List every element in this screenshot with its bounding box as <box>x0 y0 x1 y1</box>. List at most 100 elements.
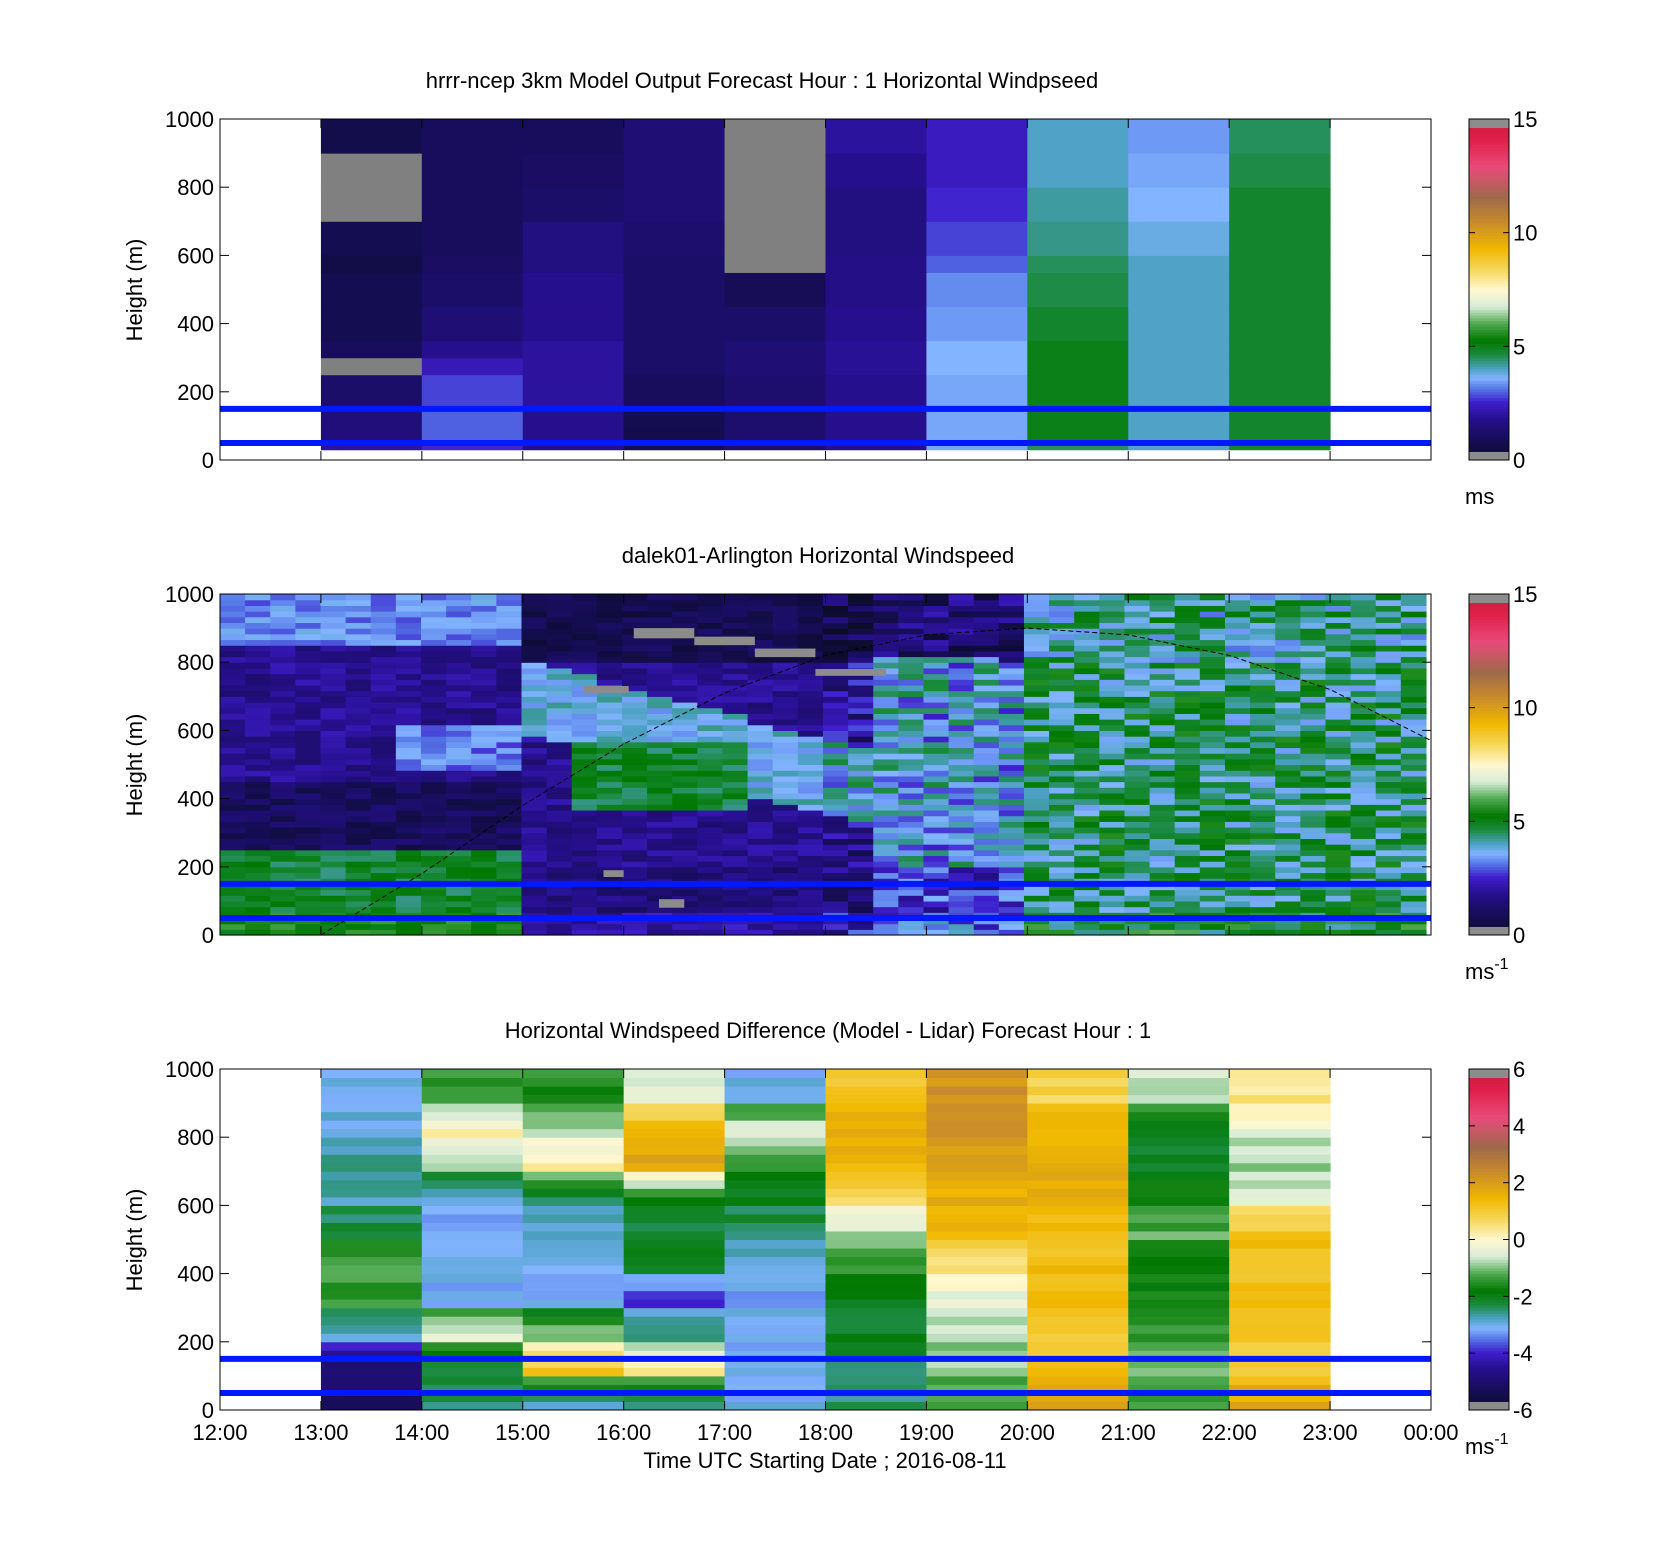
heatmap-cell <box>998 781 1025 788</box>
heatmap-cell <box>1300 923 1327 930</box>
heatmap-cell <box>1124 753 1151 760</box>
colorbar-swatch <box>1469 1250 1509 1255</box>
heatmap-cell <box>724 1069 826 1079</box>
heatmap-cell <box>420 815 447 822</box>
heatmap-cell <box>848 861 874 868</box>
heatmap-cell <box>395 917 422 925</box>
heatmap-cell <box>697 787 724 794</box>
heatmap-cell <box>1375 895 1402 902</box>
heatmap-cell <box>521 645 548 652</box>
heatmap-cell <box>220 753 246 760</box>
colorbar-swatch <box>1469 184 1509 188</box>
heatmap-cell <box>623 1103 726 1113</box>
heatmap-cell <box>898 917 925 925</box>
colorbar-swatch <box>1469 858 1509 862</box>
heatmap-cell <box>471 900 497 908</box>
heatmap-cell <box>320 775 347 783</box>
heatmap-cell <box>1199 616 1226 624</box>
heatmap-cell <box>797 633 824 641</box>
colorbar-swatch <box>1469 1100 1509 1104</box>
heatmap-cell <box>1275 736 1301 743</box>
heatmap-cell <box>747 787 774 794</box>
heatmap-cell <box>1400 787 1427 794</box>
heatmap-cell <box>370 662 397 669</box>
heatmap-cell <box>522 340 625 359</box>
heatmap-cell <box>722 895 749 902</box>
heatmap-cell <box>1074 889 1100 896</box>
colorbar-swatch <box>1469 1341 1509 1346</box>
heatmap-cell <box>998 611 1025 618</box>
heatmap-cell <box>446 650 472 658</box>
colorbar-swatch <box>1469 346 1509 350</box>
heatmap-cell <box>898 792 925 800</box>
heatmap-cell <box>724 1077 826 1087</box>
heatmap-cell <box>521 736 548 743</box>
colorbar-swatch <box>1469 408 1509 413</box>
heatmap-cell <box>1074 923 1100 930</box>
colorbar-swatch <box>1469 1151 1509 1155</box>
heatmap-cell <box>822 764 849 771</box>
heatmap-cell <box>1074 883 1100 891</box>
heatmap-cell <box>1124 747 1151 754</box>
heatmap-cell <box>1400 906 1427 913</box>
heatmap-cell <box>898 758 925 766</box>
heatmap-cell <box>220 895 246 902</box>
heatmap-cell <box>1049 770 1075 777</box>
colorbar-swatch <box>1469 1304 1509 1309</box>
heatmap-cell <box>724 1094 826 1104</box>
heatmap-cell <box>1224 628 1251 635</box>
heatmap-cell <box>825 1077 927 1087</box>
heatmap-cell <box>320 804 347 811</box>
heatmap-cell <box>772 815 799 822</box>
heatmap-cell <box>496 673 523 680</box>
colorbar-swatch <box>1469 326 1509 330</box>
heatmap-cell <box>420 599 447 606</box>
heatmap-cell <box>420 844 447 851</box>
heatmap-cell <box>596 770 623 777</box>
heatmap-cell <box>772 645 799 652</box>
heatmap-cell <box>973 696 1000 703</box>
heatmap-cell <box>822 895 849 902</box>
heatmap-cell <box>1049 622 1075 629</box>
heatmap-cell <box>822 929 849 936</box>
heatmap-cell <box>1350 611 1377 618</box>
heatmap-cell <box>1023 656 1050 663</box>
heatmap-cell <box>948 792 975 800</box>
heatmap-cell <box>446 645 472 652</box>
colorbar-swatch <box>1469 645 1509 649</box>
heatmap-cell <box>722 656 749 663</box>
heatmap-cell <box>1099 701 1126 709</box>
heatmap-cell <box>571 758 598 766</box>
heatmap-cell <box>948 639 975 646</box>
heatmap-cell <box>825 1239 927 1249</box>
heatmap-cell <box>1275 628 1301 635</box>
heatmap-cell <box>1099 798 1126 805</box>
heatmap-cell <box>1128 1265 1230 1275</box>
heatmap-cell <box>647 673 673 680</box>
heatmap-cell <box>772 861 799 868</box>
heatmap-cell <box>973 900 1000 908</box>
heatmap-cell <box>1250 917 1276 925</box>
heatmap-cell <box>245 781 271 788</box>
heatmap-cell <box>546 736 573 743</box>
heatmap-cell <box>571 872 598 879</box>
heatmap-cell <box>370 770 397 777</box>
heatmap-cell <box>446 633 472 641</box>
heatmap-cell <box>898 929 925 936</box>
colorbar-swatch <box>1469 915 1509 919</box>
heatmap-cell <box>320 929 347 936</box>
heatmap-cell <box>722 616 749 624</box>
heatmap-cell <box>948 861 975 868</box>
heatmap-cell <box>923 809 950 817</box>
heatmap-cell <box>1375 605 1402 612</box>
heatmap-cell <box>1400 827 1427 834</box>
heatmap-cell <box>571 633 598 641</box>
heatmap-cell <box>395 730 422 737</box>
heatmap-cell <box>420 645 447 652</box>
heatmap-cell <box>926 255 1028 273</box>
heatmap-cell <box>521 815 548 822</box>
heatmap-cell <box>1027 1086 1129 1096</box>
heatmap-cell <box>1300 821 1327 828</box>
heatmap-cell <box>395 753 422 760</box>
colorbar-swatch <box>1469 900 1509 905</box>
